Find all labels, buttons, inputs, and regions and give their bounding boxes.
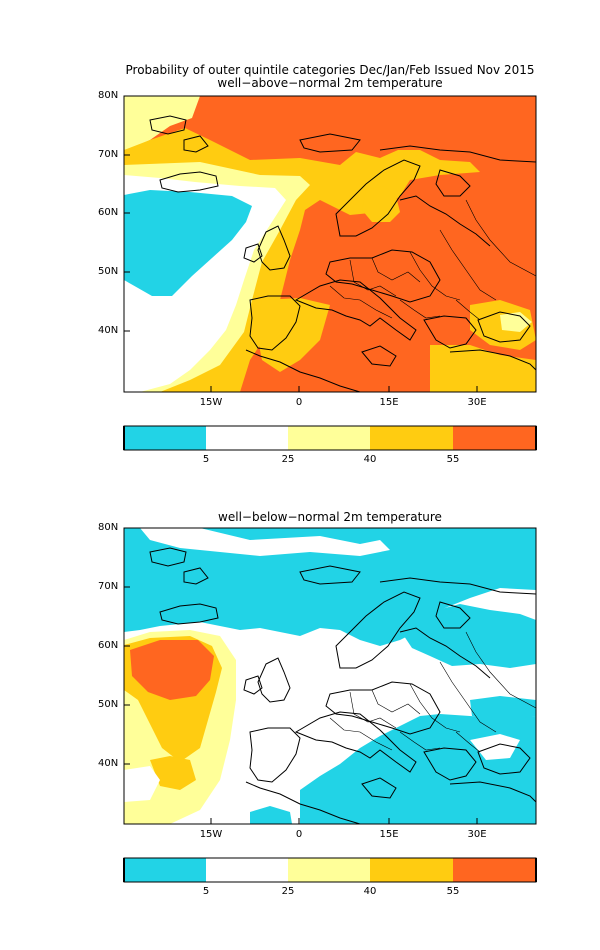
arctic-white-gap — [140, 528, 390, 556]
cb1-yellow — [288, 426, 370, 450]
panel-2-coastlines — [149, 547, 536, 824]
cb2-cyan — [124, 858, 206, 882]
p1-lon-15e: 15E — [379, 397, 399, 408]
cb2-label-5: 5 — [202, 886, 210, 897]
cb1-gold — [370, 426, 453, 450]
p2-lat-80n: 80N — [98, 522, 119, 533]
cb1-label-5: 5 — [202, 454, 210, 465]
p2-lat-70n: 70N — [98, 581, 119, 592]
panel-2-ticks — [124, 527, 478, 824]
p2-lon-30e: 30E — [467, 829, 487, 840]
panel-1-map — [124, 96, 536, 392]
cb2-label-40: 40 — [363, 886, 377, 897]
atlantic-gold-patch-2 — [150, 756, 196, 790]
p1-lat-50n: 50N — [98, 266, 119, 277]
cb1-label-55: 55 — [446, 454, 460, 465]
panel-1-borders — [329, 199, 536, 321]
colorbar-1 — [123, 425, 537, 451]
east-cyan-strip — [470, 696, 536, 720]
p1-lon-15w: 15W — [199, 397, 223, 408]
cyan-area-atlantic — [124, 190, 252, 296]
panel-2-subtitle: well−below−normal 2m temperature — [218, 510, 442, 524]
cb2-gold — [370, 858, 453, 882]
p1-lat-80n: 80N — [98, 90, 119, 101]
atlantic-white-patch — [124, 766, 160, 802]
p2-lon-15e: 15E — [379, 829, 399, 840]
cb1-white — [206, 426, 288, 450]
nw-yellow-area — [124, 96, 200, 150]
cb1-label-40: 40 — [363, 454, 377, 465]
black-sea-white — [470, 734, 520, 760]
colorbar-2 — [123, 857, 537, 883]
sw-cyan-patch — [250, 806, 292, 824]
p2-lat-40n: 40N — [98, 758, 119, 769]
iberia-gold-patch — [256, 298, 330, 372]
p1-lat-40n: 40N — [98, 325, 119, 336]
panel-1-coastlines — [149, 115, 536, 392]
cb1-orange — [453, 426, 536, 450]
panel-2-frame — [123, 527, 537, 825]
baltic-gold-patch — [362, 186, 400, 222]
black-sea-yellow-patch — [500, 312, 532, 332]
panel-1-ticks — [124, 95, 478, 392]
p1-lat-60n: 60N — [98, 207, 119, 218]
panel-2-borders — [329, 631, 536, 753]
p1-lon-30e: 30E — [467, 397, 487, 408]
p1-lat-70n: 70N — [98, 149, 119, 160]
p2-lat-50n: 50N — [98, 699, 119, 710]
panel-2-map — [124, 528, 536, 824]
main-title: Probability of outer quintile categories… — [125, 63, 535, 77]
cb2-yellow — [288, 858, 370, 882]
panel-1-subtitle: well−above−normal 2m temperature — [217, 76, 443, 90]
cb1-label-25: 25 — [281, 454, 295, 465]
cb2-label-25: 25 — [281, 886, 295, 897]
p2-lat-60n: 60N — [98, 640, 119, 651]
p1-lon-0: 0 — [295, 397, 303, 408]
p2-lon-15w: 15W — [199, 829, 223, 840]
cb1-cyan — [124, 426, 206, 450]
cb2-label-55: 55 — [446, 886, 460, 897]
panel-1-frame — [123, 95, 537, 393]
cb2-orange — [453, 858, 536, 882]
se-gold-patch — [430, 345, 536, 392]
p2-lon-0: 0 — [295, 829, 303, 840]
atlantic-orange-blob — [130, 640, 214, 700]
cb2-white — [206, 858, 288, 882]
